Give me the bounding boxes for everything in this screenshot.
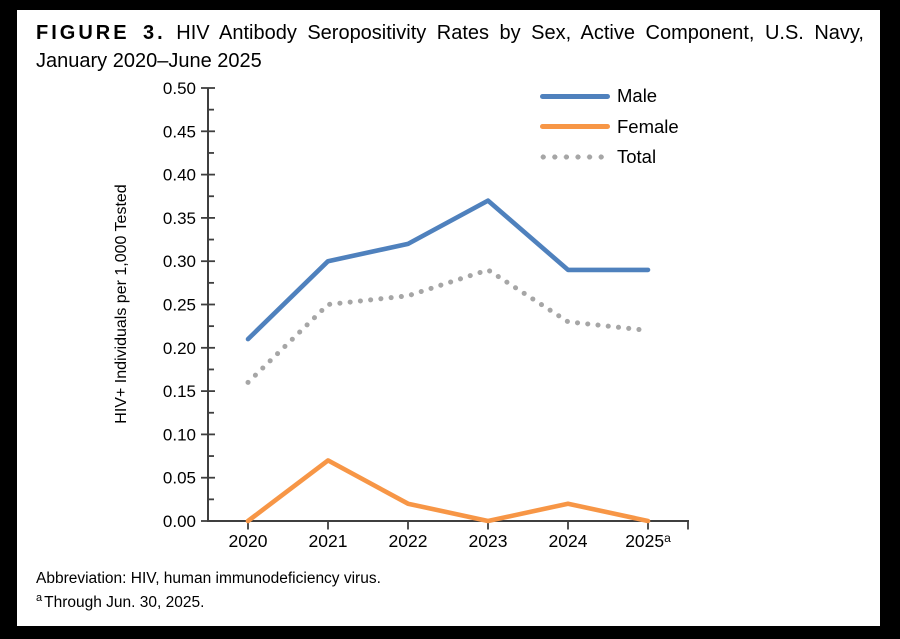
y-tick-label: 0.00 — [163, 512, 196, 531]
y-tick-label: 0.20 — [163, 339, 196, 358]
figure-title-text: HIV Antibody Seropositivity Rates by Sex… — [176, 22, 864, 44]
footnotes: Abbreviation: HIV, human immunodeficienc… — [36, 569, 381, 612]
legend-label-male: Male — [617, 85, 658, 107]
figure-title-line1: FIGURE 3. HIV Antibody Seropositivity Ra… — [36, 21, 864, 46]
y-axis-title: HIV+ Individuals per 1,000 Tested — [113, 184, 130, 424]
legend-label-total: Total — [617, 146, 657, 168]
y-tick-label: 0.40 — [163, 166, 196, 185]
abbreviation-note: Abbreviation: HIV, human immunodeficienc… — [36, 570, 381, 587]
y-tick-label: 0.25 — [163, 296, 196, 315]
y-tick-labels: 0.00 0.05 0.10 0.15 0.20 0.25 0.30 0.35 0.40 0.45… — [163, 79, 196, 531]
y-tick-label: 0.30 — [163, 252, 196, 271]
series-line-female — [245, 458, 651, 524]
x-tick-label: 2021 — [309, 531, 348, 551]
y-tick-label: 0.35 — [163, 209, 196, 228]
figure-background — [17, 10, 880, 626]
legend-item-male: Male — [540, 81, 679, 112]
x-tick-label: 2024 — [549, 531, 588, 551]
y-tick-label: 0.15 — [163, 382, 196, 401]
x-tick-label: 2023 — [469, 531, 508, 551]
legend-item-total: Total — [540, 142, 679, 173]
total-line-swatch — [540, 154, 610, 161]
date-note: a Through Jun. 30, 2025. — [36, 589, 381, 613]
x-tick-labels: 2020 2021 2022 2023 2024 2025a — [229, 531, 672, 551]
y-tick-label: 0.50 — [163, 79, 196, 98]
figure-title-line2: January 2020–June 2025 — [36, 50, 262, 72]
axis-ticks — [201, 87, 689, 530]
y-tick-label: 0.05 — [163, 469, 196, 488]
x-tick-label: 2020 — [229, 531, 268, 551]
figure-label: FIGURE 3. — [36, 22, 166, 44]
footnote-marker: a — [36, 591, 43, 604]
y-tick-label: 0.10 — [163, 425, 196, 444]
x-tick-label: 2022 — [389, 531, 428, 551]
chart-legend: Male Female Total — [540, 81, 679, 173]
figure-title: FIGURE 3. HIV Antibody Seropositivity Ra… — [36, 21, 864, 74]
series-line-total — [245, 267, 651, 385]
footnote-text: Through Jun. 30, 2025. — [44, 593, 205, 611]
female-line-swatch — [540, 124, 610, 130]
legend-label-female: Female — [617, 115, 679, 137]
series-line-male — [245, 198, 651, 342]
male-line-swatch — [540, 93, 610, 99]
legend-item-female: Female — [540, 112, 679, 143]
x-tick-label: 2025a — [625, 531, 671, 551]
y-tick-label: 0.45 — [163, 122, 196, 141]
